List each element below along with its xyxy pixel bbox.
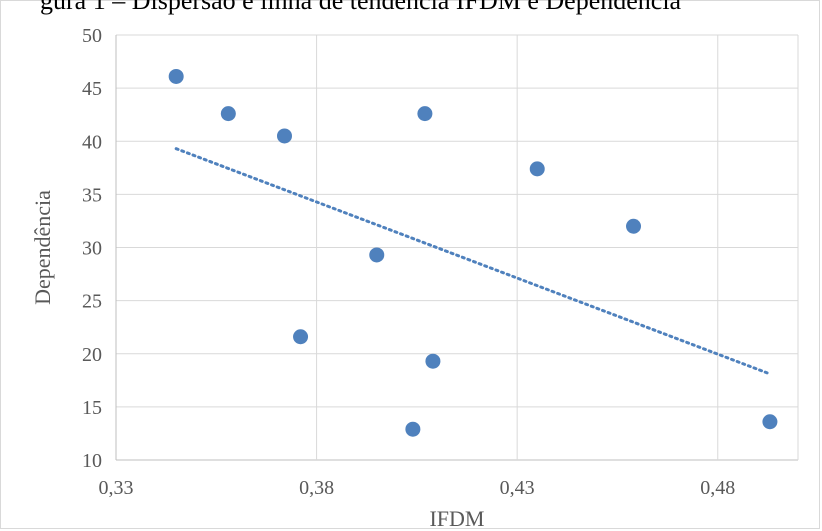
y-tick-label: 25 — [82, 291, 102, 313]
y-tick-label: 20 — [82, 344, 102, 366]
y-tick-label: 50 — [82, 25, 102, 47]
x-tick-label: 0,33 — [99, 477, 134, 499]
y-tick-label: 35 — [82, 184, 102, 206]
x-axis-label: IFDM — [429, 506, 484, 531]
x-tick-label: 0,48 — [700, 477, 735, 499]
y-axis-ticks: 10 15 20 25 30 35 40 45 50 — [82, 25, 102, 472]
x-axis-ticks: 0,33 0,38 0,43 0,48 — [99, 477, 736, 499]
data-point — [405, 421, 421, 437]
data-point — [369, 247, 385, 263]
trendline-group — [174, 147, 772, 376]
x-tick-label: 0,43 — [500, 477, 535, 499]
data-point — [276, 128, 292, 144]
y-tick-label: 10 — [82, 450, 102, 472]
trendline — [174, 147, 772, 376]
x-tick-label: 0,38 — [299, 477, 334, 499]
y-tick-label: 30 — [82, 238, 102, 260]
caption-strip: gura 1 – Dispersão e linha de tendência … — [0, 0, 822, 22]
data-point — [626, 218, 642, 234]
gridlines — [115, 34, 799, 461]
data-point — [417, 106, 433, 122]
data-point — [168, 68, 184, 84]
data-points — [168, 68, 778, 437]
y-tick-label: 45 — [82, 78, 102, 100]
y-tick-label: 15 — [82, 397, 102, 419]
y-tick-label: 40 — [82, 131, 102, 153]
data-point — [529, 161, 545, 177]
data-point — [425, 353, 441, 369]
data-point — [220, 106, 236, 122]
data-point — [762, 414, 778, 430]
data-point — [293, 329, 309, 345]
chart-caption: gura 1 – Dispersão e linha de tendência … — [40, 0, 682, 15]
y-axis-label: Dependência — [30, 190, 55, 305]
